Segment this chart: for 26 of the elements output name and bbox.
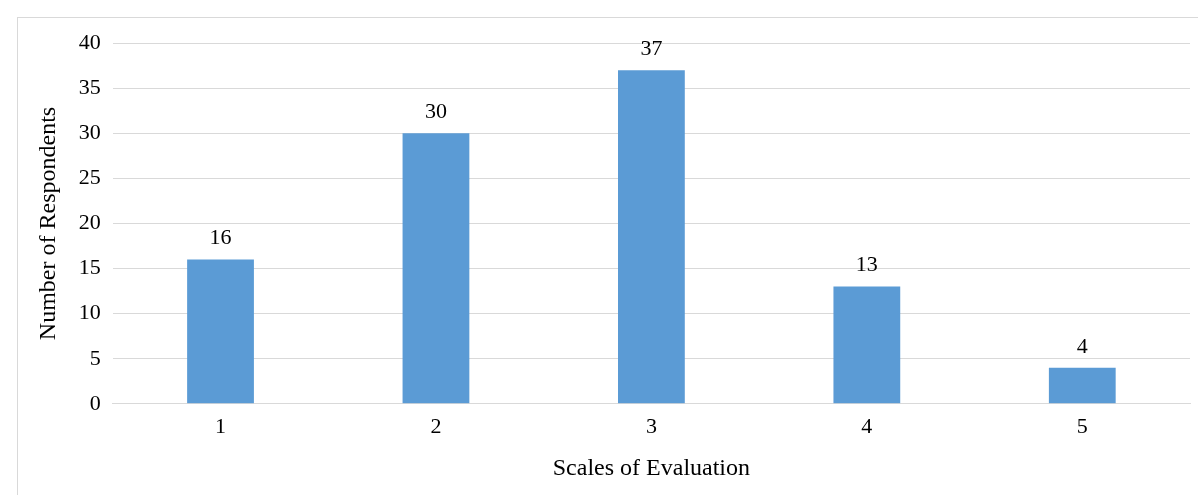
- x-tick-label: 2: [430, 412, 442, 438]
- y-tick-label: 10: [78, 299, 101, 325]
- y-tick-label: 30: [78, 119, 101, 145]
- y-tick-label: 15: [78, 254, 101, 280]
- y-tick-label: 35: [78, 74, 101, 100]
- y-axis-title: Number of Respondents: [33, 106, 60, 341]
- data-label: 30: [424, 98, 447, 124]
- bar: [833, 286, 901, 404]
- bar: [187, 259, 254, 404]
- y-tick-label: 5: [89, 344, 101, 370]
- y-tick-label: 0: [89, 389, 101, 415]
- y-tick-label: 40: [78, 28, 101, 54]
- x-tick-label: 3: [645, 412, 657, 438]
- x-axis-title: Scales of Evaluation: [552, 453, 751, 480]
- x-tick-label: 1: [215, 412, 227, 438]
- y-tick-label: 25: [78, 164, 101, 190]
- y-tick-label: 20: [78, 209, 101, 235]
- x-tick-label: 5: [1076, 412, 1088, 438]
- data-label: 13: [855, 251, 878, 277]
- bar: [1048, 367, 1116, 404]
- data-label: 37: [640, 35, 663, 61]
- data-label: 4: [1076, 332, 1088, 358]
- bar: [402, 133, 470, 404]
- x-tick-label: 4: [861, 412, 873, 438]
- bar: [618, 70, 685, 404]
- data-label: 16: [209, 224, 232, 250]
